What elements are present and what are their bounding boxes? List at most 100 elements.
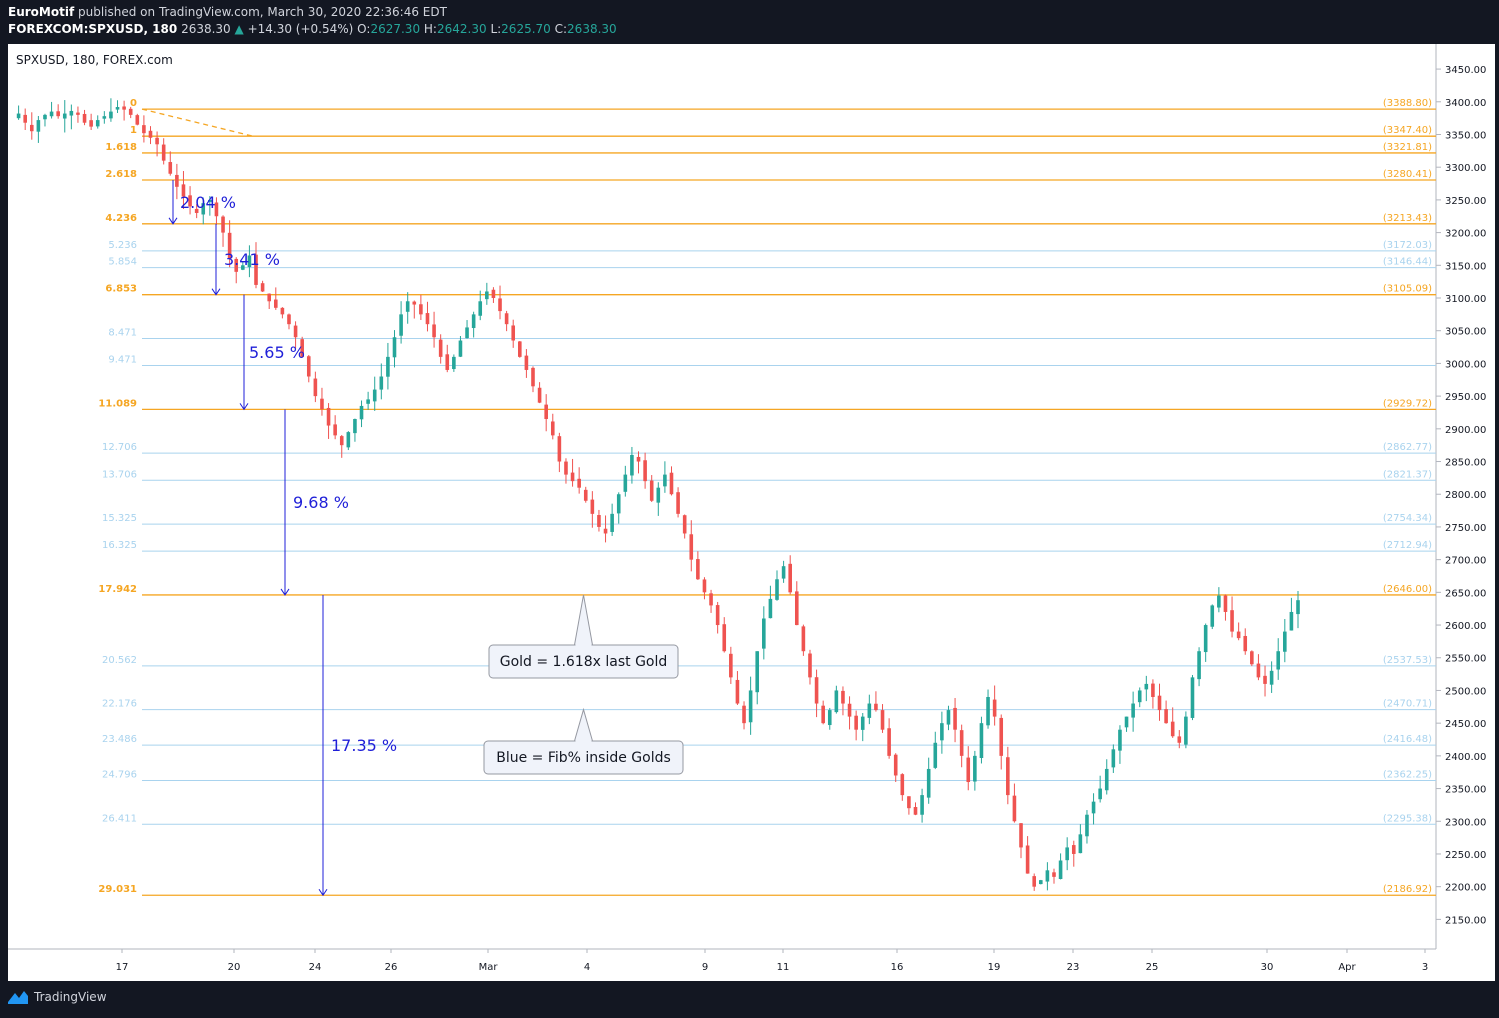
candle-body	[142, 125, 146, 134]
candle-body	[570, 472, 575, 482]
candle-body	[1058, 860, 1063, 879]
candle-body	[234, 258, 239, 272]
fib-ratio-label: 5.236	[108, 240, 137, 251]
candle-body	[1078, 834, 1083, 854]
fib-ratio-label: 0	[130, 98, 137, 109]
candle-body	[1118, 729, 1122, 751]
candle-body	[1006, 757, 1010, 796]
price-tick-label: 2400.00	[1445, 752, 1486, 763]
candle-body	[175, 174, 179, 187]
candle-body	[313, 378, 318, 397]
fib-ratio-label: 11.089	[98, 398, 137, 409]
candle-body	[959, 730, 964, 756]
fib-ratio-label: 22.176	[102, 699, 137, 710]
candle-body	[471, 314, 476, 329]
candle-body	[208, 199, 212, 202]
symbol-label: FOREXCOM:SPXUSD, 180	[8, 22, 178, 36]
candle-body	[1210, 605, 1215, 627]
candle-body	[135, 115, 140, 125]
candle-body	[702, 579, 707, 593]
measure-arrowhead	[168, 217, 178, 225]
candle-body	[689, 534, 694, 560]
footer-brand[interactable]: TradingView	[34, 990, 107, 1004]
price-tick-label: 3200.00	[1445, 229, 1486, 240]
candle-body	[1243, 635, 1248, 652]
candle-body	[320, 398, 324, 410]
candle-body	[1157, 695, 1162, 711]
close-label: C:	[554, 22, 568, 36]
fib-price-label: (2295.38)	[1383, 813, 1432, 824]
candle-body	[1091, 801, 1096, 814]
candle-body	[372, 389, 377, 402]
candle-body	[227, 232, 232, 259]
publish-info: published on TradingView.com, March 30, …	[78, 5, 447, 19]
time-tick-label: Apr	[1338, 962, 1356, 973]
price-tick-label: 2700.00	[1445, 556, 1486, 567]
fib-price-label: (2470.71)	[1383, 699, 1432, 710]
candle-body	[610, 513, 614, 532]
candle-body	[432, 324, 436, 338]
candle-body	[465, 327, 469, 339]
price-tick-label: 3250.00	[1445, 196, 1486, 207]
candle-body	[696, 559, 700, 580]
candle-body	[992, 699, 997, 717]
open-label: O:	[357, 22, 371, 36]
fib-price-label: (2862.77)	[1383, 442, 1432, 453]
chart-area[interactable]: 3450.00 3400.00 3350.00 3300.00 3250.00 3200.…	[8, 44, 1495, 981]
price-tick-label: 3100.00	[1445, 294, 1486, 305]
price-tick-label: 2550.00	[1445, 654, 1486, 665]
candle-body	[491, 289, 496, 299]
candle-body	[643, 460, 647, 482]
candle-body	[188, 195, 192, 207]
candle-body	[940, 723, 944, 741]
candle-body	[1217, 595, 1221, 608]
candle-body	[1230, 610, 1234, 632]
candle-body	[254, 254, 258, 285]
candle-body	[544, 404, 548, 420]
candle-body	[946, 710, 951, 725]
fib-ratio-label: 23.486	[102, 734, 137, 745]
price-tick-label: 2200.00	[1445, 883, 1486, 894]
candle-body	[1131, 703, 1135, 718]
candle-body	[23, 114, 27, 123]
candle-body	[979, 723, 984, 758]
candle-body	[1170, 721, 1175, 737]
candle-body	[49, 111, 54, 117]
candle-body	[775, 579, 779, 600]
candle-body	[1184, 716, 1188, 745]
candle-body	[636, 456, 641, 462]
time-tick-label: 23	[1067, 962, 1080, 973]
candle-body	[854, 715, 858, 730]
candle-body	[359, 405, 364, 420]
candle-body	[616, 494, 621, 514]
time-tick-label: 24	[309, 962, 322, 973]
author-name[interactable]: EuroMotif	[8, 5, 75, 19]
candle-body	[392, 337, 397, 358]
high-value: 2642.30	[436, 22, 487, 36]
fib-price-label: (3213.43)	[1383, 213, 1432, 224]
candle-body	[260, 283, 265, 292]
candle-body	[109, 111, 113, 119]
time-tick-label: 4	[584, 962, 590, 973]
low-value: 2625.70	[501, 22, 551, 36]
fib-price-label: (3105.09)	[1383, 284, 1432, 295]
callout-text: Blue = Fib% inside Golds	[496, 750, 671, 766]
candle-body	[16, 113, 21, 119]
candle-body	[438, 339, 443, 357]
candle-body	[1289, 611, 1294, 631]
chart-svg[interactable]: 3450.00 3400.00 3350.00 3300.00 3250.00 3200.…	[8, 44, 1495, 981]
fib-ratio-label: 1	[130, 125, 137, 136]
fib-price-label: (2821.37)	[1383, 469, 1432, 480]
candle-body	[326, 407, 331, 426]
candle-body	[867, 703, 872, 718]
fib-ratio-label: 13.706	[102, 469, 137, 480]
candle-body	[346, 432, 351, 448]
fib-price-label: (2929.72)	[1383, 398, 1432, 409]
time-tick-label: 25	[1146, 962, 1159, 973]
candle-body	[1085, 814, 1089, 837]
candle-body	[676, 492, 680, 514]
candle-body	[214, 202, 219, 217]
candle-body	[524, 355, 529, 370]
close-value: 2638.30	[567, 22, 617, 36]
price-tick-label: 3000.00	[1445, 359, 1486, 370]
